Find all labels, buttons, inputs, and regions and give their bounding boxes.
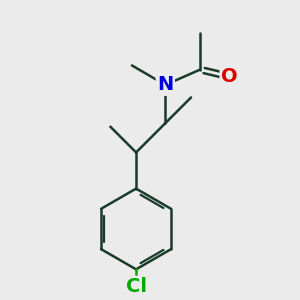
Text: N: N: [157, 75, 173, 94]
Text: O: O: [221, 67, 238, 86]
Text: Cl: Cl: [126, 277, 147, 296]
